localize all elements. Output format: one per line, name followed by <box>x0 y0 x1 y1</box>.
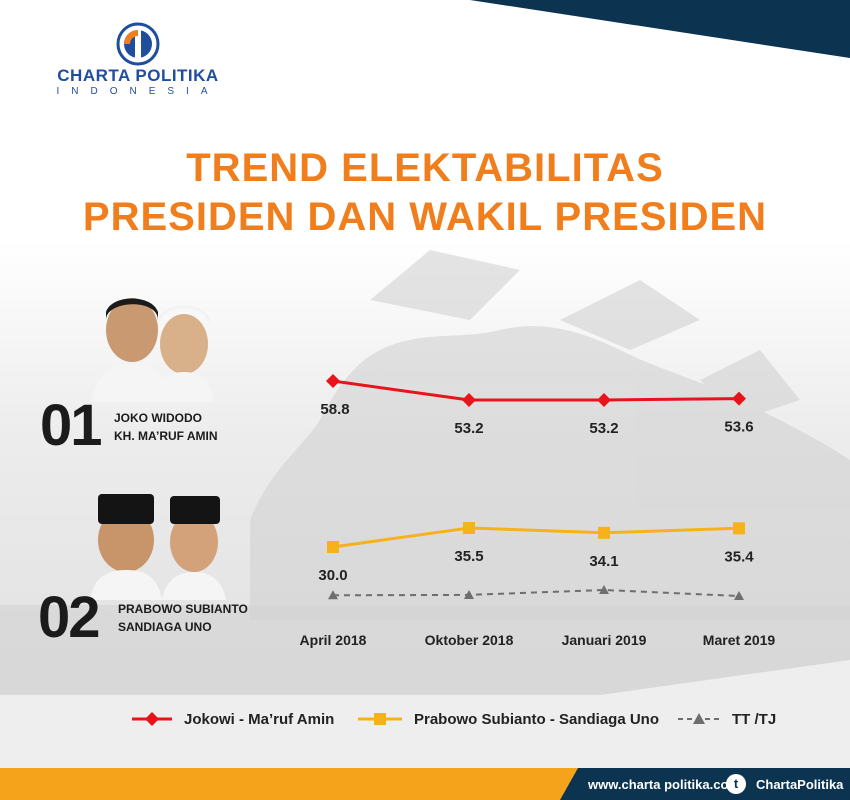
logo-name: CHARTA POLITIKA <box>57 66 219 85</box>
data-point-s2-1 <box>464 589 474 599</box>
data-label-s0-2: 53.2 <box>589 420 618 437</box>
data-point-s2-0 <box>328 590 338 600</box>
data-label-s0-3: 53.6 <box>724 419 753 436</box>
data-label-s1-2: 34.1 <box>589 553 618 570</box>
x-tick-label-2: Januari 2019 <box>562 632 647 648</box>
candidate-01-name1: JOKO WIDODO <box>114 411 203 425</box>
legend-label-tttj: TT /TJ <box>732 710 777 728</box>
candidate-01-portrait <box>92 298 214 402</box>
candidate-02-name2: SANDIAGA UNO <box>118 620 212 634</box>
data-point-s1-1 <box>463 522 475 534</box>
legend-item-jokowi: Jokowi - Ma’ruf Amin <box>132 706 334 732</box>
legend-marker-tttj <box>678 713 720 724</box>
data-point-s2-3 <box>734 591 744 600</box>
x-tick-label-1: Oktober 2018 <box>425 632 514 648</box>
data-label-s0-1: 53.2 <box>454 420 483 437</box>
corner-accent <box>470 0 850 58</box>
x-tick-label-3: Maret 2019 <box>703 632 776 648</box>
legend-label-jokowi: Jokowi - Ma’ruf Amin <box>184 710 335 728</box>
data-point-s1-0 <box>327 541 339 553</box>
data-point-s0-0 <box>326 374 340 388</box>
page-title-line1: TREND ELEKTABILITAS <box>186 146 664 190</box>
series-line-2 <box>332 588 740 597</box>
x-tick-label-0: April 2018 <box>300 632 367 648</box>
chart-legend: Jokowi - Ma’ruf Amin Prabowo Subianto - … <box>0 706 850 732</box>
candidate-01-name2: KH. MA’RUF AMIN <box>114 429 218 443</box>
page-title-line2: PRESIDEN DAN WAKIL PRESIDEN <box>82 195 768 239</box>
legend-marker-jokowi <box>132 712 172 726</box>
data-point-s1-2 <box>598 526 610 539</box>
data-label-s1-3: 35.4 <box>724 548 754 565</box>
data-point-s0-2 <box>597 393 611 407</box>
data-point-s1-3 <box>733 522 745 535</box>
legend-item-tttj: TT /TJ <box>678 706 776 732</box>
data-label-s1-0: 30.0 <box>318 567 347 584</box>
candidate-02-name1: PRABOWO SUBIANTO <box>118 602 248 616</box>
candidate-02-portrait <box>90 494 226 600</box>
data-point-s0-3 <box>732 391 746 406</box>
twitter-icon[interactable]: t <box>726 774 746 794</box>
data-label-s0-0: 58.8 <box>320 401 349 418</box>
footer-dark-panel <box>560 768 850 800</box>
logo-emblem <box>116 22 160 66</box>
footer-website-link[interactable]: www.charta politika.com <box>588 777 740 792</box>
candidate-02-number: 02 <box>38 585 100 650</box>
logo-subtitle: INDONESIA <box>56 86 220 97</box>
legend-marker-prabowo <box>358 713 402 725</box>
data-point-s0-1 <box>462 393 476 407</box>
footer-twitter-handle[interactable]: ChartaPolitika <box>756 777 844 792</box>
logo: CHARTA POLITIKA INDONESIA <box>38 22 238 102</box>
legend-item-prabowo: Prabowo Subianto - Sandiaga Uno <box>358 706 659 732</box>
data-point-s2-2 <box>599 585 609 594</box>
candidate-01-number: 01 <box>40 393 102 458</box>
series-line-1 <box>332 526 740 549</box>
bottom-band <box>0 605 850 700</box>
legend-band <box>0 660 850 768</box>
legend-label-prabowo: Prabowo Subianto - Sandiaga Uno <box>414 710 660 728</box>
series-line-0 <box>332 379 740 402</box>
data-label-s1-1: 35.5 <box>454 548 483 565</box>
